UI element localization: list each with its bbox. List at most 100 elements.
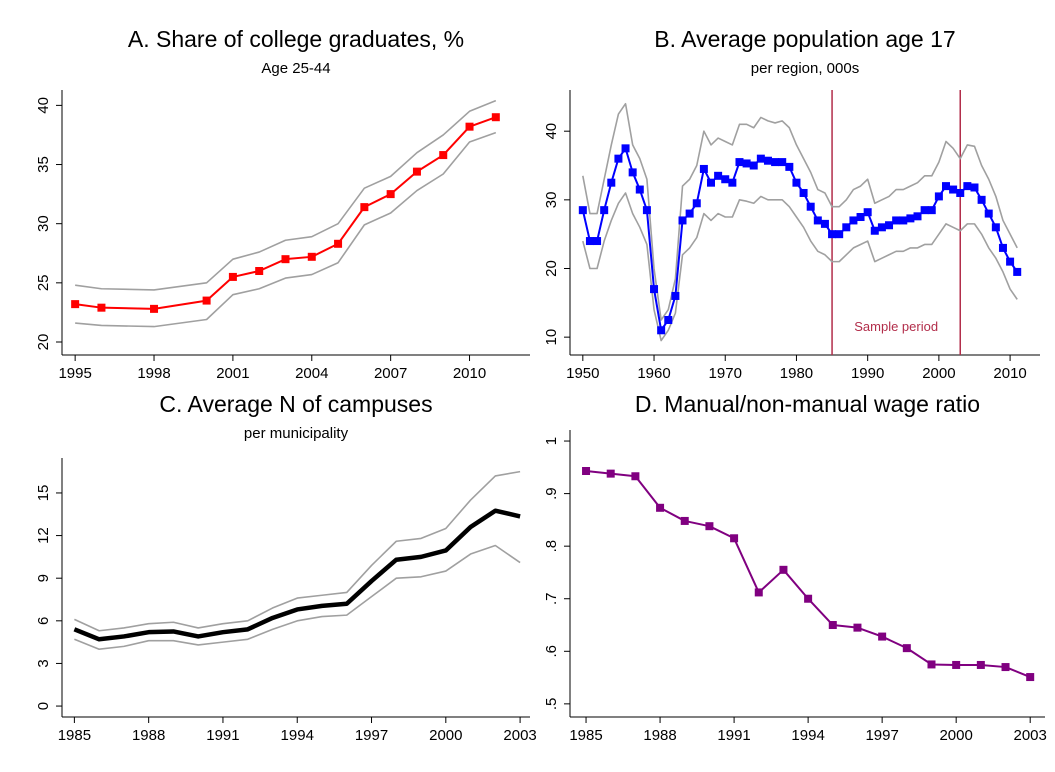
marker	[730, 534, 739, 543]
marker	[970, 183, 979, 192]
marker	[631, 472, 640, 481]
series-line	[582, 192, 1018, 342]
marker	[621, 144, 630, 153]
marker	[334, 239, 343, 248]
x-tick-label: 1991	[717, 727, 750, 744]
x-tick-label: 1997	[865, 727, 898, 744]
series-line	[74, 470, 521, 632]
marker	[614, 154, 623, 163]
marker	[828, 621, 837, 630]
marker	[228, 272, 237, 281]
marker	[756, 154, 765, 163]
series-line	[75, 99, 497, 291]
x-tick-label: 1985	[58, 727, 91, 744]
marker	[582, 467, 591, 475]
series-line	[75, 116, 497, 310]
marker	[465, 122, 474, 131]
marker	[849, 216, 858, 225]
y-tick-label: 35	[35, 156, 52, 173]
series-line	[582, 102, 1018, 321]
marker	[685, 209, 694, 218]
marker	[927, 206, 936, 215]
marker	[585, 237, 594, 246]
marker	[578, 206, 587, 215]
series-line	[581, 147, 1019, 332]
panel-title: D. Manual/non-manual wage ratio	[635, 391, 980, 417]
x-tick-label: 1960	[637, 365, 670, 382]
y-tick-label: 20	[543, 260, 560, 277]
x-tick-label: 2007	[374, 365, 407, 382]
x-tick-label: 2001	[216, 365, 249, 382]
annotation: Sample period	[854, 319, 938, 334]
series-line	[73, 508, 521, 642]
marker	[853, 623, 862, 632]
marker	[885, 221, 894, 230]
x-tick-label: 1988	[643, 727, 676, 744]
marker	[491, 113, 500, 122]
marker	[934, 192, 943, 201]
marker	[878, 632, 887, 641]
marker	[870, 226, 879, 235]
marker	[728, 178, 737, 187]
y-tick-label: .6	[543, 645, 560, 658]
panel-title: A. Share of college graduates, %	[128, 26, 464, 52]
marker	[202, 296, 211, 305]
marker	[963, 182, 972, 191]
marker	[255, 267, 264, 276]
panel-title: C. Average N of campuses	[159, 391, 432, 417]
marker	[778, 158, 787, 167]
marker	[1006, 257, 1015, 266]
marker	[835, 230, 844, 239]
x-tick-label: 2003	[503, 727, 536, 744]
marker	[71, 300, 80, 309]
x-tick-label: 2000	[429, 727, 462, 744]
y-tick-label: .5	[543, 698, 560, 711]
x-tick-label: 1997	[355, 727, 388, 744]
marker	[671, 291, 680, 300]
y-tick-label: 1	[543, 437, 560, 445]
series-line	[585, 470, 1031, 678]
y-tick-label: 40	[543, 123, 560, 140]
x-tick-label: 1980	[780, 365, 813, 382]
y-tick-label: .7	[543, 592, 560, 605]
x-tick-label: 1994	[791, 727, 824, 744]
marker	[902, 644, 911, 653]
marker	[307, 252, 316, 261]
marker	[735, 158, 744, 167]
y-tick-label: 6	[35, 617, 52, 625]
y-tick-label: 25	[35, 274, 52, 291]
marker	[439, 151, 448, 160]
y-tick-label: .9	[543, 487, 560, 500]
x-tick-label: 1994	[281, 727, 314, 744]
marker	[150, 304, 159, 313]
marker	[949, 185, 958, 194]
marker	[635, 185, 644, 194]
marker	[707, 178, 715, 187]
marker	[828, 230, 837, 239]
y-tick-label: 15	[35, 485, 52, 502]
marker	[842, 223, 851, 232]
x-tick-label: 2000	[922, 365, 955, 382]
marker	[899, 216, 908, 225]
marker	[650, 285, 659, 294]
marker	[952, 660, 961, 669]
marker	[699, 164, 708, 173]
x-tick-label: 2010	[453, 365, 486, 382]
series-line	[75, 131, 497, 328]
marker	[642, 206, 651, 215]
marker	[749, 161, 758, 170]
y-tick-label: 9	[35, 574, 52, 582]
marker	[692, 199, 701, 208]
marker	[1001, 663, 1010, 672]
x-tick-label: 1990	[851, 365, 884, 382]
marker	[991, 223, 1000, 232]
marker	[680, 516, 689, 525]
marker	[956, 188, 965, 197]
marker	[657, 326, 666, 335]
marker	[913, 212, 922, 221]
marker	[976, 660, 985, 669]
marker	[600, 206, 609, 215]
y-tick-label: 12	[35, 527, 52, 544]
x-tick-label: 1970	[709, 365, 742, 382]
